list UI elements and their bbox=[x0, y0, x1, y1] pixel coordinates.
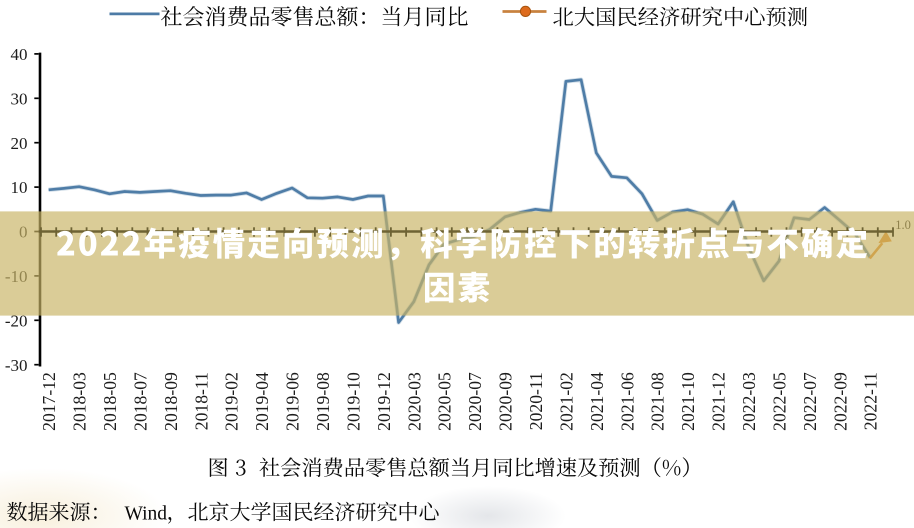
svg-text:2019-12: 2019-12 bbox=[374, 372, 394, 431]
svg-text:2022-07: 2022-07 bbox=[800, 372, 820, 431]
svg-text:2020-09: 2020-09 bbox=[496, 372, 516, 431]
svg-text:-20: -20 bbox=[5, 311, 28, 330]
svg-text:Wind: Wind bbox=[125, 504, 168, 525]
svg-text:20: 20 bbox=[11, 134, 28, 153]
svg-text:-30: -30 bbox=[5, 356, 28, 375]
svg-text:2021-04: 2021-04 bbox=[587, 372, 607, 431]
svg-text:2020-03: 2020-03 bbox=[404, 372, 424, 431]
svg-text:2021-08: 2021-08 bbox=[648, 372, 668, 431]
svg-text:2019-02: 2019-02 bbox=[222, 372, 242, 431]
svg-text:2020-11: 2020-11 bbox=[526, 372, 546, 430]
svg-text:2018-11: 2018-11 bbox=[191, 372, 211, 430]
svg-text:2022-03: 2022-03 bbox=[739, 372, 759, 431]
svg-text:40: 40 bbox=[11, 45, 28, 64]
svg-text:2020-07: 2020-07 bbox=[465, 372, 485, 431]
svg-text:2021-02: 2021-02 bbox=[556, 372, 576, 431]
svg-text:2018-05: 2018-05 bbox=[100, 372, 120, 431]
svg-text:2021-10: 2021-10 bbox=[678, 372, 698, 431]
svg-text:10: 10 bbox=[11, 178, 28, 197]
svg-text:2022-09: 2022-09 bbox=[830, 372, 850, 431]
svg-text:2018-07: 2018-07 bbox=[130, 372, 150, 431]
svg-text:30: 30 bbox=[11, 89, 28, 108]
svg-text:2022-05: 2022-05 bbox=[769, 372, 789, 431]
svg-text:2019-04: 2019-04 bbox=[252, 372, 272, 431]
svg-text:2019-10: 2019-10 bbox=[343, 372, 363, 431]
svg-text:2017-12: 2017-12 bbox=[39, 372, 59, 431]
svg-text:2022-11: 2022-11 bbox=[861, 372, 881, 430]
svg-text:2019-06: 2019-06 bbox=[283, 372, 303, 431]
svg-text:2018-09: 2018-09 bbox=[161, 372, 181, 431]
svg-text:2021-06: 2021-06 bbox=[617, 372, 637, 431]
svg-text:2021-12: 2021-12 bbox=[709, 372, 729, 431]
svg-text:2020-05: 2020-05 bbox=[435, 372, 455, 431]
svg-text:2019-08: 2019-08 bbox=[313, 372, 333, 431]
svg-text:2018-03: 2018-03 bbox=[70, 372, 90, 431]
